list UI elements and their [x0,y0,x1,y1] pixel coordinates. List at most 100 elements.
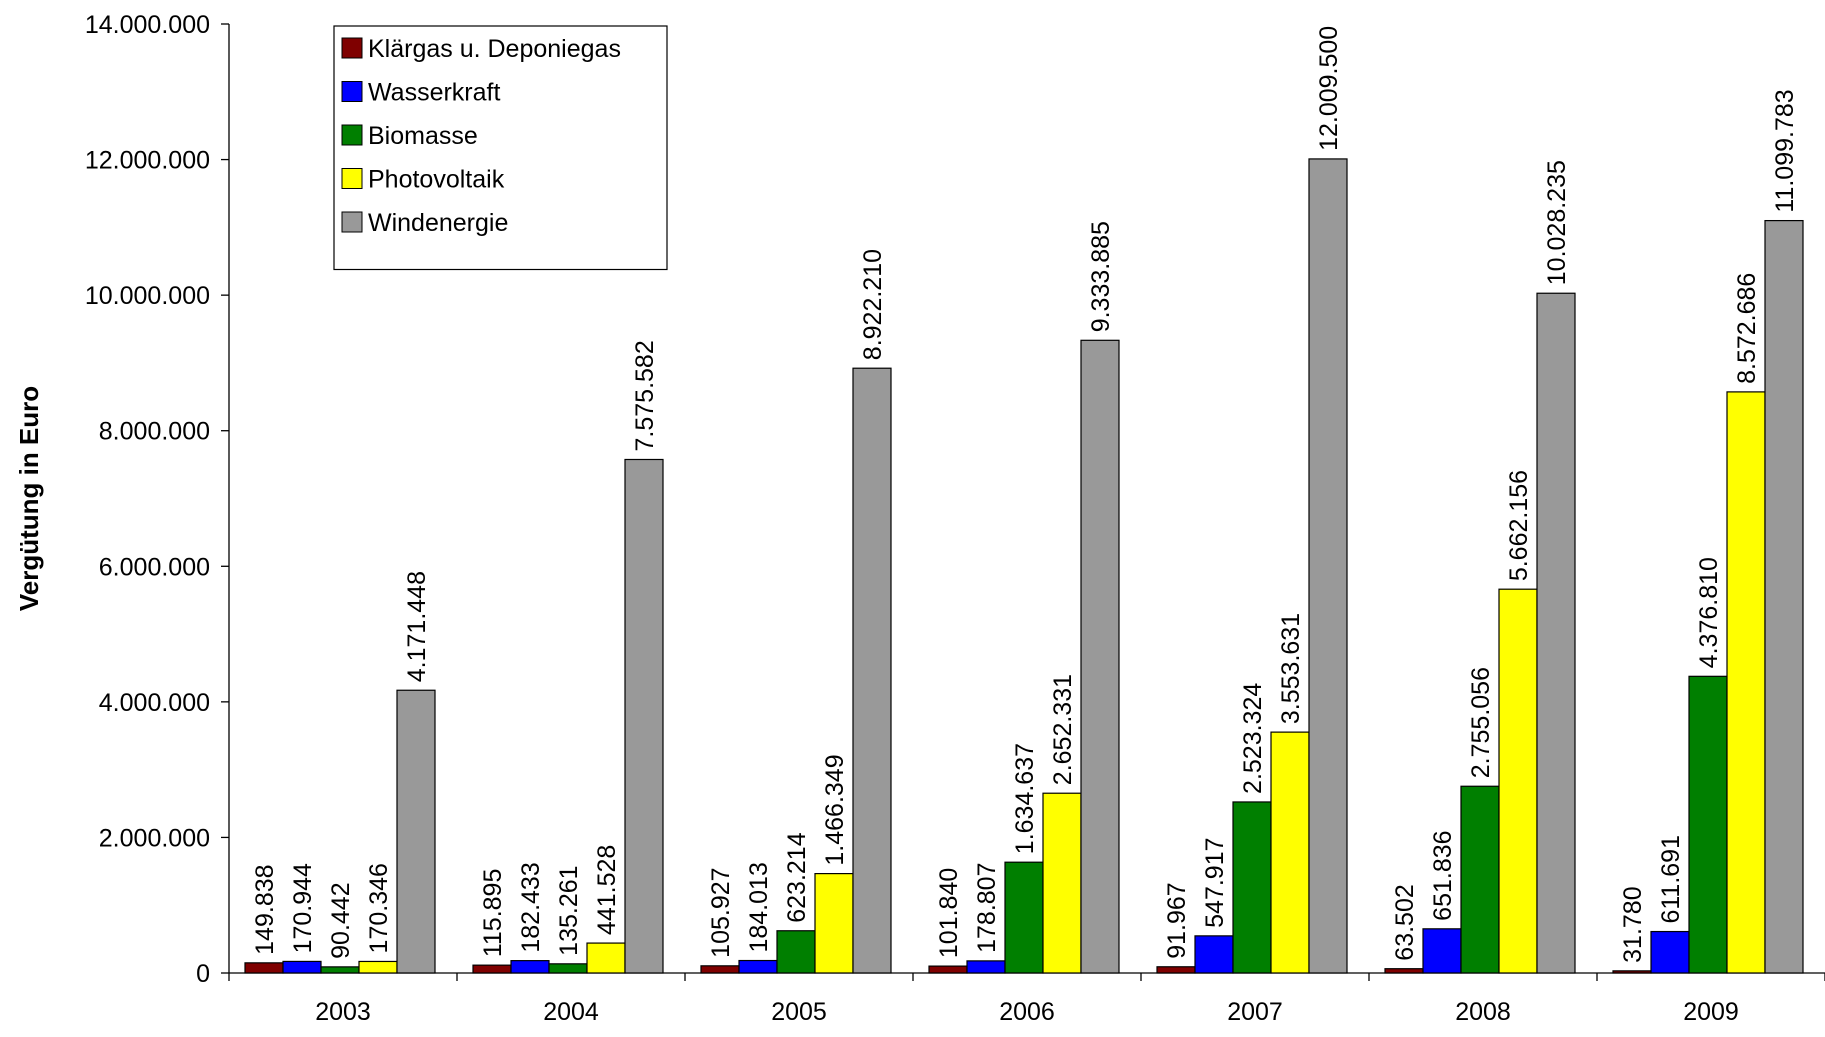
y-tick-label: 0 [196,960,210,988]
data-label: 170.944 [289,863,317,953]
legend-label: Wasserkraft [368,79,500,107]
bar [244,962,284,974]
data-label: 4.171.448 [403,571,431,682]
bar [358,960,398,974]
y-tick-label: 6.000.000 [99,553,210,581]
bar [738,959,778,974]
bar [1650,930,1690,974]
bar [776,930,816,974]
data-label: 2.523.324 [1239,683,1267,794]
bar [1194,935,1234,974]
bar [1232,801,1272,974]
data-label: 91.967 [1163,882,1191,958]
legend-label: Klärgas u. Deponiegas [368,35,621,63]
y-tick-label: 4.000.000 [99,689,210,717]
bar [814,873,854,974]
data-label: 149.838 [251,864,279,954]
bar [852,367,892,974]
data-label: 1.466.349 [821,754,849,865]
data-label: 611.691 [1657,835,1685,924]
bar [1688,675,1728,974]
bar [396,689,436,974]
bar [472,964,512,974]
data-label: 170.346 [365,863,393,953]
x-tick-label: 2008 [1455,998,1511,1026]
data-label: 101.840 [935,868,963,958]
data-label: 547.917 [1201,837,1229,927]
data-label: 623.214 [783,832,811,922]
y-tick-label: 8.000.000 [99,418,210,446]
data-label: 2.652.331 [1049,674,1077,785]
data-label: 105.927 [707,867,735,957]
bar [1080,339,1120,974]
data-label: 182.433 [517,862,545,952]
data-label: 3.553.631 [1277,613,1305,724]
legend-swatch [341,168,363,189]
data-label: 10.028.235 [1543,160,1571,285]
bar [510,960,550,974]
y-tick-label: 10.000.000 [85,282,210,310]
data-label: 8.922.210 [859,249,887,360]
x-tick-label: 2006 [999,998,1055,1026]
legend-swatch [341,81,363,102]
data-label: 1.634.637 [1011,743,1039,854]
y-axis-title: Vergütung in Euro [14,386,44,611]
bar [320,966,360,974]
bars-group [244,158,1804,974]
legend: Klärgas u. Deponiegas Wasserkraft Biomasse… [333,25,668,271]
y-tick-label: 12.000.000 [85,147,210,175]
legend-label: Photovoltaik [368,166,505,194]
bar [928,965,968,974]
legend-label: Biomasse [368,122,478,150]
bar [1270,731,1310,974]
y-tick-label: 14.000.000 [85,11,210,39]
bar [1460,785,1500,974]
data-label: 651.836 [1429,830,1457,920]
data-label: 2.755.056 [1467,667,1495,778]
x-tick-label: 2004 [543,998,599,1026]
y-tick-label: 2.000.000 [99,824,210,852]
bar [1004,861,1044,974]
bar [586,942,626,974]
x-tick-label: 2003 [315,998,371,1026]
bar [1612,970,1652,974]
legend-label: Windenergie [368,209,508,237]
bar [548,963,588,974]
data-label: 7.575.582 [631,340,659,451]
bar [1726,391,1766,974]
bar [624,458,664,974]
bar [700,965,740,974]
data-label: 135.261 [555,865,583,955]
data-label: 5.662.156 [1505,470,1533,581]
x-tick-label: 2005 [771,998,827,1026]
bar [1536,292,1576,974]
bar [1498,588,1538,974]
bar [1764,219,1804,974]
data-label: 11.099.783 [1771,89,1799,212]
data-label: 9.333.885 [1087,221,1115,332]
data-label: 178.807 [973,863,1001,953]
legend-box [333,25,668,271]
data-labels-group: 149.838 115.895 105.927 101.840 91.967 63.502… [251,26,1799,963]
legend-swatch [341,37,363,59]
legend-swatch [341,124,363,146]
data-label: 4.376.810 [1695,557,1723,668]
bar [966,960,1006,974]
data-label: 184.013 [745,862,773,952]
data-label: 12.009.500 [1315,26,1343,151]
data-label: 63.502 [1391,884,1419,960]
data-label: 90.442 [327,882,355,958]
data-label: 8.572.686 [1733,273,1761,384]
bar [1308,158,1348,974]
bar [1422,928,1462,974]
legend-swatch [341,211,363,233]
x-tick-label: 2009 [1683,998,1739,1026]
bar [1042,792,1082,974]
data-label: 31.780 [1619,886,1647,962]
axes-group: 0 2.000.000 4.000.000 6.000.000 8.000.000 10.… [85,11,1825,1026]
data-label: 441.528 [593,845,621,935]
x-tick-label: 2007 [1227,998,1283,1026]
bar [1384,968,1424,974]
